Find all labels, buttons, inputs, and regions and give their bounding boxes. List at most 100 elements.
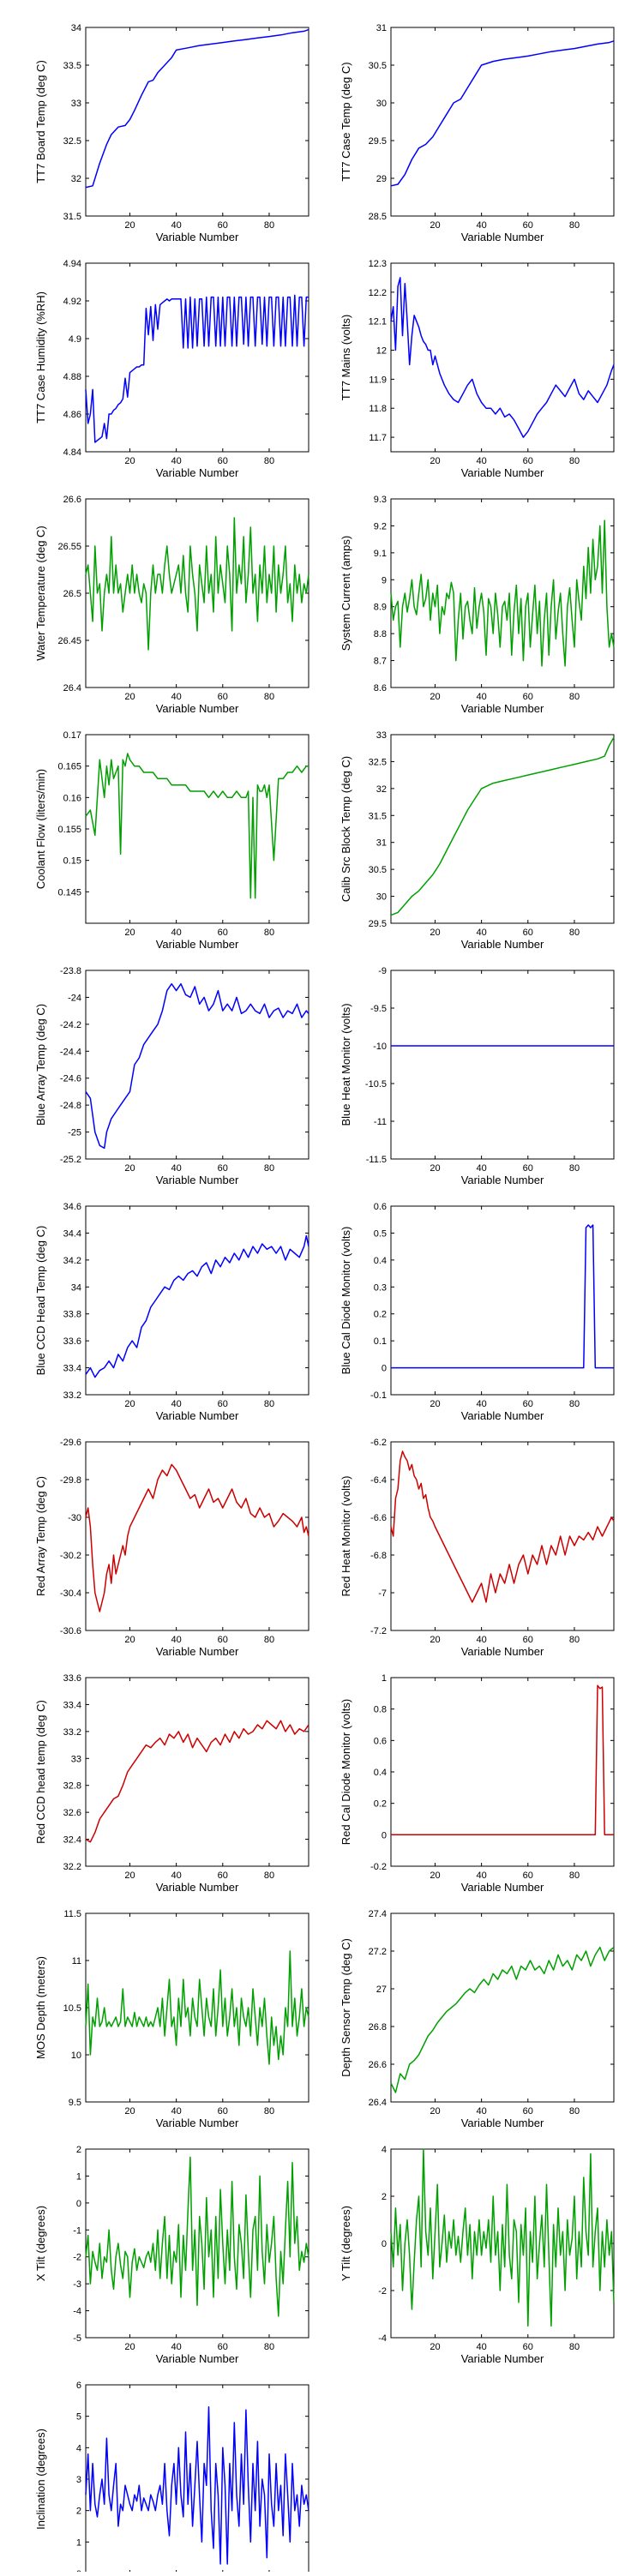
y-tick-label: 12.3 xyxy=(369,259,387,269)
y-tick-label: 32.5 xyxy=(63,136,81,147)
y-tick-label: 29 xyxy=(376,174,387,184)
y-axis-label: Blue Cal Diode Monitor (volts) xyxy=(340,1227,352,1375)
chart-10: 20 40 60 80 33.2 33.4 33.6 33.8 34 34.2 34.4 34.6 Va… xyxy=(34,1202,309,1422)
y-tick-label: -29.8 xyxy=(60,1475,81,1486)
y-tick-label: 33.4 xyxy=(63,1700,81,1710)
y-tick-label: 6 xyxy=(76,2381,81,2391)
y-tick-label: -11.5 xyxy=(366,1155,387,1165)
x-tick-label: 80 xyxy=(569,1399,580,1409)
y-tick-label: 9.2 xyxy=(374,521,387,531)
y-tick-label: 9 xyxy=(382,575,387,585)
chart-15: 20 40 60 80 -0.2 0 0.2 0.4 0.6 0.8 1 Variable Numbe… xyxy=(340,1673,615,1894)
y-tick-label: 34.6 xyxy=(63,1202,81,1212)
x-tick-label: 80 xyxy=(264,1399,274,1409)
x-tick-label: 80 xyxy=(569,1163,580,1174)
x-tick-label: 40 xyxy=(171,2106,182,2117)
y-tick-label: 2 xyxy=(76,2145,81,2155)
x-tick-label: 40 xyxy=(477,2342,487,2352)
plot-frame xyxy=(85,262,309,453)
series-line xyxy=(391,1684,614,1836)
y-tick-label: 26.6 xyxy=(369,2060,387,2070)
x-tick-label: 60 xyxy=(218,2106,228,2117)
x-tick-label: 20 xyxy=(430,220,440,231)
x-tick-label: 60 xyxy=(523,1635,533,1645)
y-tick-label: 26.45 xyxy=(57,636,81,646)
x-tick-label: 20 xyxy=(124,2342,135,2352)
y-tick-label: 0.16 xyxy=(63,793,81,803)
series-line xyxy=(390,277,615,438)
chart-19: 20 40 60 80 -4 -2 0 2 4 Variable Number Y Tilt (de… xyxy=(340,2145,615,2365)
y-tick-label: 11.5 xyxy=(63,1909,81,1919)
x-tick-label: 40 xyxy=(171,692,182,702)
x-axis-label: Variable Number xyxy=(156,231,239,243)
y-tick-label: 33 xyxy=(71,99,81,109)
x-tick-label: 60 xyxy=(218,220,228,231)
y-tick-label: 0.3 xyxy=(374,1282,387,1293)
x-tick-label: 20 xyxy=(124,2106,135,2117)
series-line xyxy=(85,28,309,189)
chart-3: 20 40 60 80 11.7 11.8 11.9 12 12.1 12.2 12.3 Variab… xyxy=(340,259,615,479)
x-tick-label: 80 xyxy=(264,1163,274,1174)
y-tick-label: -4 xyxy=(378,2333,387,2344)
y-tick-label: -9.5 xyxy=(370,1004,387,1014)
x-tick-label: 60 xyxy=(218,1870,228,1881)
y-tick-label: 4.94 xyxy=(63,259,81,269)
x-tick-label: 80 xyxy=(264,692,274,702)
y-tick-label: 8.7 xyxy=(374,657,387,667)
y-tick-label: 28.5 xyxy=(369,212,387,222)
x-tick-label: 80 xyxy=(569,692,580,702)
y-tick-label: 9.1 xyxy=(374,549,387,559)
x-tick-label: 80 xyxy=(264,2106,274,2117)
y-tick-label: -7.2 xyxy=(370,1626,387,1636)
y-tick-label: 0.2 xyxy=(374,1799,387,1810)
x-axis-label: Variable Number xyxy=(156,1409,239,1422)
series-line xyxy=(85,1234,309,1378)
y-tick-label: 32.2 xyxy=(63,1862,81,1872)
plot-frame xyxy=(85,1205,309,1396)
y-tick-label: 30.5 xyxy=(369,61,387,71)
y-axis-label: Blue CCD Head Temp (deg C) xyxy=(34,1226,47,1376)
y-tick-label: 9.5 xyxy=(69,2098,81,2108)
x-tick-label: 60 xyxy=(523,2106,533,2117)
y-tick-label: 26.5 xyxy=(63,589,81,599)
x-tick-label: 60 xyxy=(218,1163,228,1174)
y-tick-label: 34 xyxy=(71,1282,81,1293)
y-tick-label: 33.2 xyxy=(63,1727,81,1738)
x-tick-label: 80 xyxy=(264,2342,274,2352)
y-tick-label: -24.4 xyxy=(60,1047,81,1057)
x-tick-label: 40 xyxy=(477,692,487,702)
x-axis-label: Variable Number xyxy=(461,1174,544,1186)
y-tick-label: 27.2 xyxy=(369,1947,387,1957)
y-tick-label: -29.6 xyxy=(60,1438,81,1448)
y-tick-label: 33.5 xyxy=(63,61,81,71)
y-axis-label: Inclination (degrees) xyxy=(34,2429,47,2530)
y-axis-label: System Current (amps) xyxy=(340,536,352,651)
y-axis-label: Red CCD head temp (deg C) xyxy=(34,1700,47,1844)
x-tick-label: 40 xyxy=(477,928,487,938)
x-tick-label: 20 xyxy=(430,456,440,466)
x-tick-label: 40 xyxy=(171,220,182,231)
y-tick-label: 1 xyxy=(76,2537,81,2548)
plot-frame xyxy=(85,970,309,1160)
series-line xyxy=(390,1450,615,1603)
y-tick-label: 4.86 xyxy=(63,410,81,420)
x-tick-label: 40 xyxy=(477,456,487,466)
series-line xyxy=(85,517,309,651)
y-tick-label: 0.6 xyxy=(374,1736,387,1746)
plot-frame xyxy=(85,27,309,217)
y-tick-label: -30.4 xyxy=(60,1588,81,1599)
chart-8: 20 40 60 80 -25.2 -25 -24.8 -24.6 -24.4 -24.2 -24 -… xyxy=(34,966,309,1186)
y-tick-label: 31 xyxy=(376,838,387,849)
x-tick-label: 20 xyxy=(124,456,135,466)
y-tick-label: -30.2 xyxy=(60,1551,81,1561)
x-axis-label: Variable Number xyxy=(461,466,544,479)
plot-frame xyxy=(390,498,615,688)
y-tick-label: 0.4 xyxy=(374,1768,387,1778)
y-tick-label: 32.5 xyxy=(369,757,387,767)
chart-16: 20 40 60 80 9.5 10 10.5 11 11.5 Variable Number MO… xyxy=(34,1909,309,2129)
x-tick-label: 80 xyxy=(264,1635,274,1645)
series-line xyxy=(85,1720,309,1843)
y-tick-label: 12.1 xyxy=(369,317,387,327)
y-axis-label: Coolant Flow (liters/min) xyxy=(34,769,47,889)
